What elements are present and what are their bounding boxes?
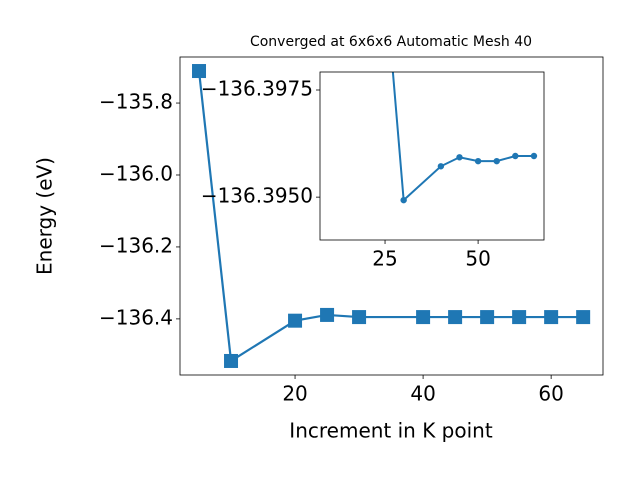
y-tick-label: −136.3975 [201, 77, 313, 101]
y-axis-label: Energy (eV) [33, 157, 57, 275]
marker [416, 310, 431, 325]
marker [448, 310, 463, 325]
marker [493, 157, 500, 165]
marker [544, 310, 559, 325]
marker [400, 196, 407, 204]
plot-area [320, 72, 544, 240]
marker [512, 310, 527, 325]
marker [352, 310, 367, 325]
marker [320, 307, 335, 322]
y-tick-label: −136.4 [99, 305, 173, 329]
marker [480, 310, 495, 325]
x-axis-label: Increment in K point [289, 419, 493, 443]
marker [512, 152, 519, 160]
plot-group [192, 64, 591, 368]
plot-frame [319, 71, 545, 241]
y-tick-label: −135.8 [99, 90, 173, 114]
marker [576, 310, 591, 325]
x-tick-label: 50 [465, 247, 490, 271]
y-tick-label: −136.3950 [201, 184, 313, 208]
marker [224, 353, 239, 368]
marker [288, 313, 303, 328]
plot-frame [179, 56, 604, 376]
marker [474, 157, 482, 165]
marker [456, 154, 463, 161]
marker [437, 163, 445, 170]
x-tick-label: 40 [410, 382, 435, 406]
series-line [391, 72, 534, 203]
plot-group [391, 72, 538, 204]
x-tick-label: 20 [282, 382, 307, 406]
x-tick-label: 25 [372, 247, 397, 271]
x-tick-label: 60 [538, 382, 563, 406]
y-tick-label: −136.0 [99, 161, 173, 185]
y-tick-label: −136.2 [99, 233, 173, 257]
marker [530, 152, 538, 160]
chart-title: Converged at 6x6x6 Automatic Mesh 40 [250, 34, 532, 50]
marker [192, 64, 207, 79]
